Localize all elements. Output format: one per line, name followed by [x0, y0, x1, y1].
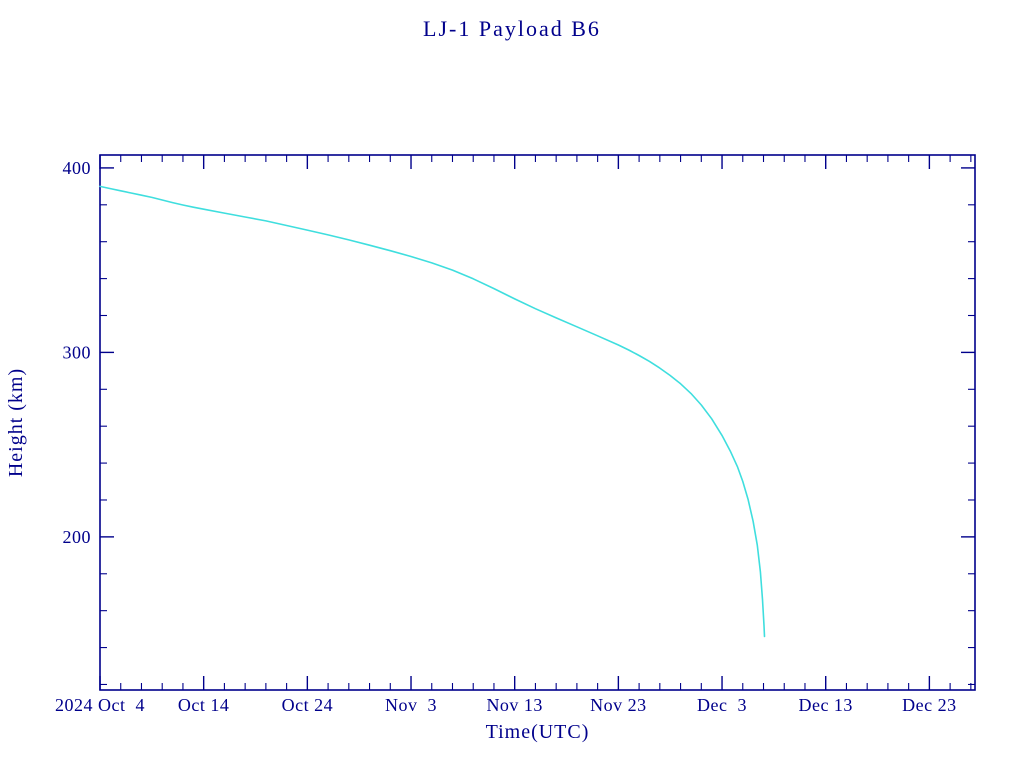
x-tick-label: Oct 14	[178, 695, 230, 715]
x-tick-label: Dec 23	[902, 695, 956, 715]
x-tick-label: Nov 23	[590, 695, 647, 715]
chart-title: LJ-1 Payload B6	[423, 16, 601, 41]
x-tick-label: Nov 3	[385, 695, 437, 715]
x-axis-label: Time(UTC)	[486, 721, 590, 743]
x-tick-label: Oct 4	[98, 695, 145, 715]
x-tick-label: Nov 13	[486, 695, 543, 715]
x-tick-label: Dec 3	[697, 695, 747, 715]
decay-curve	[99, 185, 766, 638]
plot-frame	[99, 154, 976, 691]
y-tick-label: 300	[63, 342, 92, 362]
y-axis-label: Height (km)	[5, 368, 27, 477]
y-tick-label: 400	[63, 158, 92, 178]
x-tick-label: Oct 24	[282, 695, 334, 715]
y-tick-label: 200	[63, 527, 92, 547]
year-label: 2024	[55, 695, 93, 715]
x-tick-label: Dec 13	[798, 695, 852, 715]
